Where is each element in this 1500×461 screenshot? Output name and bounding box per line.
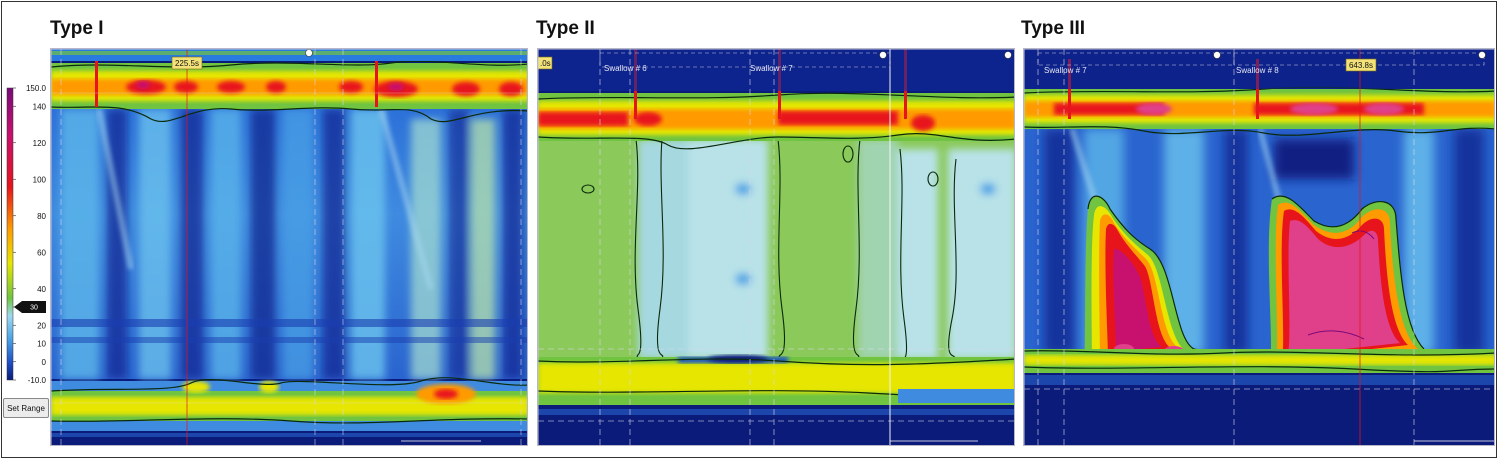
time-marker: 643.8s: [1345, 58, 1377, 72]
colorbar-tick-label: 0: [42, 358, 47, 367]
swallow-label-8: Swallow # 8: [1236, 66, 1279, 75]
isobar-marker-value: 30: [30, 305, 38, 312]
colorbar-tick-label: 60: [37, 248, 46, 257]
time-marker: 225.5s: [171, 56, 203, 70]
spastic-contraction-1: [1084, 195, 1219, 366]
window-close-icon[interactable]: [879, 51, 887, 59]
swallow-label-7: Swallow # 7: [750, 64, 793, 73]
swallow-windows: Swallow # 6 Swallow # 7: [599, 51, 1012, 73]
window-close-icon[interactable]: [305, 49, 313, 57]
panel-title-type-3: Type III: [1021, 18, 1086, 39]
colorbar-tick-label: 120: [33, 139, 47, 148]
pan-pressurization-region: [538, 134, 1014, 364]
pressure-stripes: [61, 109, 523, 379]
colorbar-tick-label: 10: [37, 340, 46, 349]
les-band: [51, 377, 527, 445]
heatmap-panel-type-2: Swallow # 6 Swallow # 7 .0s: [537, 48, 1015, 446]
panel-title-type-2: Type II: [536, 18, 595, 39]
colorbar-tick-label: 80: [37, 212, 46, 221]
colorbar-tick-label: 140: [33, 102, 47, 111]
heatmap-panel-type-3: Swallow # 7 Swallow # 8 643.8s: [1023, 48, 1495, 446]
ues-band: [1024, 86, 1494, 136]
les-band: [1024, 349, 1494, 445]
window-close-icon[interactable]: [1213, 51, 1221, 59]
colorbar-gradient: [6, 87, 14, 381]
time-marker-label: 643.8s: [1349, 61, 1373, 70]
pressure-stripes: [638, 139, 1014, 359]
time-marker: .0s: [538, 56, 553, 70]
colorbar-tick-label: 20: [37, 321, 46, 330]
les-band: [538, 355, 1014, 445]
swallow-label-7: Swallow # 7: [1044, 66, 1087, 75]
heatmap-panel-type-1: 225.5s: [50, 48, 528, 446]
colorbar-tick-label: 40: [37, 285, 46, 294]
window-close-icon[interactable]: [1478, 51, 1486, 59]
time-marker-label: .0s: [540, 59, 551, 68]
ues-band: [538, 92, 1014, 150]
isobar-marker[interactable]: 30: [14, 301, 46, 313]
ues-band: [51, 60, 527, 123]
swallow-label-6: Swallow # 6: [604, 64, 647, 73]
colorbar-tick-label: -10.0: [28, 376, 47, 385]
time-marker-label: 225.5s: [175, 59, 199, 68]
set-range-button[interactable]: Set Range: [3, 398, 49, 418]
spastic-contraction-2: [1268, 195, 1432, 367]
window-close-icon[interactable]: [1004, 51, 1012, 59]
colorbar-tick-label: 100: [33, 175, 47, 184]
colorbar-tick-label: 150.0: [26, 84, 47, 93]
panel-title-type-1: Type I: [50, 18, 104, 39]
